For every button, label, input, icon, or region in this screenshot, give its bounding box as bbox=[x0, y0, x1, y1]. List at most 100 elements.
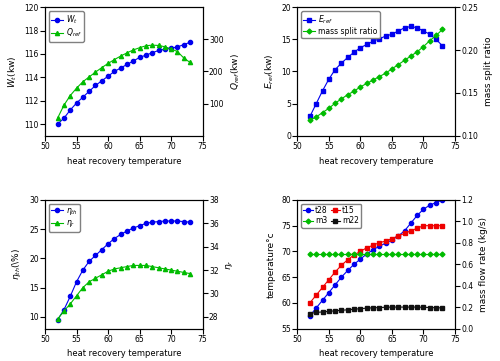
m22 bbox=[427, 305, 433, 310]
t28 bbox=[351, 262, 357, 266]
t15 bbox=[389, 236, 395, 241]
m3 bbox=[370, 251, 376, 256]
mass split ratio bbox=[395, 62, 401, 67]
$\eta_r$ bbox=[143, 263, 149, 268]
$W_t$ bbox=[162, 47, 168, 52]
m22 bbox=[307, 311, 313, 316]
m3 bbox=[320, 251, 326, 256]
$Q_{ref}$ bbox=[86, 75, 92, 79]
$\eta_{th}$ bbox=[67, 294, 73, 299]
m22 bbox=[332, 309, 338, 313]
$\eta_{th}$ bbox=[74, 280, 80, 284]
mass split ratio bbox=[338, 97, 344, 101]
m22 bbox=[364, 306, 370, 310]
m3 bbox=[358, 251, 364, 256]
t28 bbox=[307, 313, 313, 318]
$W_t$ bbox=[105, 74, 111, 78]
$\eta_{th}$ bbox=[174, 219, 180, 223]
t28 bbox=[427, 203, 433, 207]
t15 bbox=[345, 257, 351, 262]
m22 bbox=[414, 305, 420, 309]
mass split ratio bbox=[326, 106, 332, 110]
t28 bbox=[402, 229, 407, 233]
$E_{ref}$ bbox=[370, 39, 376, 43]
t28 bbox=[440, 198, 446, 202]
$W_t$ bbox=[86, 89, 92, 93]
t15 bbox=[420, 223, 426, 228]
m3 bbox=[389, 251, 395, 256]
$E_{ref}$ bbox=[389, 32, 395, 36]
t15 bbox=[433, 223, 439, 228]
$W_t$ bbox=[112, 69, 117, 74]
t15 bbox=[414, 226, 420, 230]
mass split ratio bbox=[332, 101, 338, 105]
Y-axis label: temperature°c: temperature°c bbox=[267, 231, 276, 297]
t15 bbox=[364, 245, 370, 250]
$Q_{ref}$ bbox=[130, 48, 136, 52]
$W_t$ bbox=[174, 45, 180, 49]
$W_t$ bbox=[118, 66, 124, 70]
$\eta_r$ bbox=[168, 268, 174, 272]
t28 bbox=[395, 234, 401, 238]
t28 bbox=[313, 306, 319, 310]
$Q_{ref}$ bbox=[124, 51, 130, 55]
t28 bbox=[389, 238, 395, 242]
Line: $\eta_r$: $\eta_r$ bbox=[56, 263, 192, 321]
$\eta_{th}$ bbox=[118, 232, 124, 236]
$Q_{ref}$ bbox=[54, 116, 60, 120]
$E_{ref}$ bbox=[440, 44, 446, 48]
t15 bbox=[382, 239, 388, 243]
m3 bbox=[382, 251, 388, 256]
m3 bbox=[351, 251, 357, 256]
$E_{ref}$ bbox=[338, 61, 344, 65]
m3 bbox=[338, 251, 344, 256]
$\eta_r$ bbox=[174, 269, 180, 273]
t28 bbox=[364, 252, 370, 256]
$\eta_r$ bbox=[92, 276, 98, 280]
Y-axis label: mass split ratio: mass split ratio bbox=[484, 37, 492, 106]
$E_{ref}$ bbox=[345, 55, 351, 60]
t15 bbox=[440, 223, 446, 228]
$Q_{ref}$ bbox=[92, 70, 98, 74]
m22 bbox=[320, 310, 326, 314]
$\eta_r$ bbox=[99, 273, 105, 277]
Legend: $W_t$, $Q_{ref}$: $W_t$, $Q_{ref}$ bbox=[49, 11, 84, 42]
$\eta_r$ bbox=[105, 269, 111, 273]
$E_{ref}$ bbox=[320, 88, 326, 93]
m22 bbox=[402, 305, 407, 309]
$Q_{ref}$ bbox=[156, 43, 162, 48]
t15 bbox=[332, 270, 338, 274]
mass split ratio bbox=[376, 74, 382, 79]
t15 bbox=[338, 263, 344, 268]
m3 bbox=[326, 251, 332, 256]
mass split ratio bbox=[402, 58, 407, 62]
$W_t$ bbox=[136, 55, 142, 60]
$\eta_{th}$ bbox=[54, 318, 60, 322]
$\eta_r$ bbox=[67, 302, 73, 306]
$W_t$ bbox=[187, 40, 193, 44]
m3 bbox=[395, 251, 401, 256]
Line: mass split ratio: mass split ratio bbox=[308, 28, 444, 122]
mass split ratio bbox=[370, 78, 376, 82]
$Q_{ref}$ bbox=[143, 44, 149, 48]
mass split ratio bbox=[320, 110, 326, 115]
$\eta_r$ bbox=[112, 267, 117, 271]
X-axis label: heat recovery temperature: heat recovery temperature bbox=[66, 349, 181, 358]
Y-axis label: mass flow rate (kg/s): mass flow rate (kg/s) bbox=[479, 217, 488, 312]
$\eta_r$ bbox=[156, 266, 162, 270]
$E_{ref}$ bbox=[364, 42, 370, 47]
$\eta_{th}$ bbox=[112, 236, 117, 241]
m3 bbox=[433, 251, 439, 256]
$\eta_r$ bbox=[74, 293, 80, 298]
$\eta_r$ bbox=[118, 266, 124, 270]
X-axis label: heat recovery temperature: heat recovery temperature bbox=[66, 157, 181, 166]
$E_{ref}$ bbox=[358, 45, 364, 50]
$\eta_{th}$ bbox=[143, 221, 149, 226]
$\eta_r$ bbox=[181, 270, 187, 275]
t28 bbox=[320, 298, 326, 303]
mass split ratio bbox=[427, 39, 433, 43]
$E_{ref}$ bbox=[427, 32, 433, 36]
$Q_{ref}$ bbox=[99, 65, 105, 70]
Y-axis label: $W_t$(kw): $W_t$(kw) bbox=[6, 55, 19, 88]
$E_{ref}$ bbox=[326, 77, 332, 81]
